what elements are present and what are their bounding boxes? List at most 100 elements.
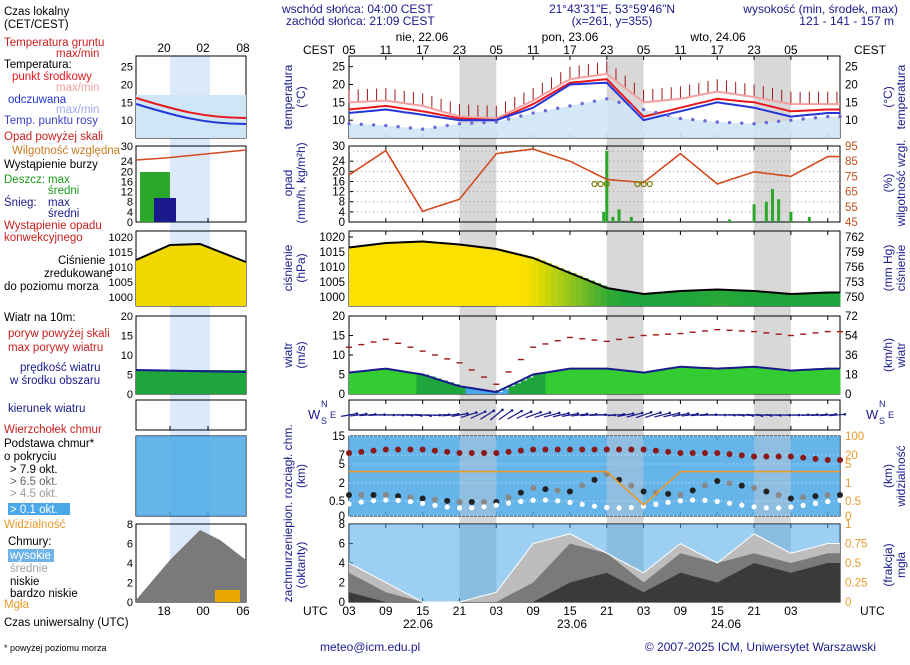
wind-arrow-head <box>539 411 542 414</box>
footer-note: * powyżej poziomu morza <box>4 643 107 653</box>
pressure-area-slice <box>527 257 534 307</box>
legend-pressure3: do poziomu morza <box>4 281 99 293</box>
cover-tick-label: 2 <box>339 578 345 590</box>
pressure-right-tick-label: 750 <box>845 292 864 304</box>
cloud-base-point <box>812 493 818 499</box>
pressure-area-slice <box>637 293 644 306</box>
dewpoint-point <box>728 121 731 124</box>
humidity-tick-label: 85 <box>845 156 858 168</box>
wind-speed-slice <box>656 371 663 394</box>
cloud-base-point <box>579 483 585 489</box>
wind-speed-slice <box>797 370 804 394</box>
dewpoint-point <box>544 109 547 112</box>
day-label-bottom-0: 22.06 <box>403 617 433 631</box>
humidity-tick-label: 75 <box>845 171 858 183</box>
dewpoint-point <box>752 122 755 125</box>
wind-arrow-head <box>549 411 552 414</box>
compass-s-left: S <box>321 416 327 426</box>
pressure-area-slice <box>361 246 368 306</box>
cloud-top-point <box>812 456 818 462</box>
wind-axis-unit-left: (m/s) <box>294 341 308 368</box>
pressure-area-slice <box>730 290 737 306</box>
low-cloud-point <box>371 498 376 503</box>
footer-email[interactable]: meteo@icm.edu.pl <box>320 640 420 654</box>
wind-speed-slice <box>828 369 835 394</box>
wind-speed-slice <box>815 369 822 394</box>
pressure-area-slice <box>435 243 442 307</box>
pressure-area-slice <box>374 245 381 307</box>
pressure-area-slice <box>736 290 743 306</box>
wind-arrow-head <box>530 410 533 413</box>
humidity-tick-label: 45 <box>845 217 858 229</box>
pressure-area-slice <box>478 247 485 306</box>
wind-speed-slice <box>754 367 761 394</box>
legend-time-utc: Czas uniwersalny (UTC) <box>4 617 129 629</box>
legend-clouds: Chmury: <box>8 536 51 548</box>
cloud-top-point <box>653 448 659 454</box>
dewpoint-point <box>642 108 645 111</box>
dewpoint-point <box>396 125 399 128</box>
wind-speed-slice <box>355 372 362 394</box>
cloud-top-point <box>346 450 352 456</box>
wind-speed-slice <box>349 373 356 394</box>
humidity-axis-title-right: wilgotność wzgl. <box>894 140 908 228</box>
wind-speed-slice <box>582 369 589 394</box>
dewpoint-point <box>482 121 485 124</box>
hour-label-top: 05 <box>637 43 651 57</box>
cloud-base-point <box>358 492 364 498</box>
visibility-tick-label: 1 <box>845 478 851 490</box>
pressure-area-slice <box>490 248 497 306</box>
precip-bar <box>602 212 605 222</box>
low-cloud-point <box>383 497 388 502</box>
wind-speed-slice <box>803 370 810 394</box>
wind-tick-label: 10 <box>332 350 345 362</box>
pressure-area-slice <box>705 290 712 306</box>
humidity-tick-label: 55 <box>845 202 858 214</box>
utc-label-left: UTC <box>303 604 328 618</box>
temp-axis-unit-left: (°C) <box>294 86 308 107</box>
low-cloud-point <box>813 501 818 506</box>
wind-speed-slice <box>392 370 399 394</box>
low-cloud-point <box>494 503 499 508</box>
cover-axis-title-left: zachmurzenie <box>281 527 295 602</box>
hour-label-bottom: 03 <box>342 604 356 618</box>
wind-speed-slice <box>502 389 509 394</box>
hour-label-top: 17 <box>711 43 725 57</box>
cloud-top-point <box>592 447 598 453</box>
pressure-area-slice <box>687 291 694 306</box>
precip-tick-label: 30 <box>332 141 345 153</box>
low-cloud-point <box>653 502 658 507</box>
dewpoint-point <box>421 127 424 130</box>
wind-arrow-head <box>484 410 487 413</box>
cover-tick-label: 4 <box>339 558 346 570</box>
cover-legend-tick-label: 2 <box>127 578 133 590</box>
cloud-base-point <box>714 478 720 484</box>
fog-tick-label: 0.75 <box>845 539 867 551</box>
low-cloud-point <box>506 501 511 506</box>
wind-speed-slice <box>386 369 393 394</box>
precip-axis-unit-left: (mm/h, kg/m²h) <box>294 142 308 223</box>
pressure-area-slice <box>803 294 810 307</box>
pressure-area-slice <box>502 251 509 307</box>
cloud-top-point <box>641 447 647 453</box>
cloud-tick-label: 2 <box>339 478 345 490</box>
cloud-top-point <box>763 454 769 460</box>
wind-speed-slice <box>521 380 528 394</box>
legend-wind-speed: prędkość wiatru <box>20 362 101 374</box>
legend-wind-dir: kierunek wiatru <box>8 403 85 415</box>
wind-speed-slice <box>650 372 657 394</box>
pressure-area-slice <box>392 243 399 306</box>
compass-e-left: E <box>330 410 336 420</box>
precip-bar <box>771 189 774 222</box>
cloud-top-point <box>481 450 487 456</box>
pressure-area-slice <box>441 243 448 306</box>
pressure-area-slice <box>674 292 681 307</box>
low-cloud-point <box>420 501 425 506</box>
low-cloud-point <box>629 505 634 510</box>
wind-speed-slice <box>705 368 712 394</box>
temp-legend-tick-label: 10 <box>121 115 133 127</box>
dewpoint-point <box>458 122 461 125</box>
low-cloud-point <box>690 497 695 502</box>
pressure-area-slice <box>828 293 835 307</box>
